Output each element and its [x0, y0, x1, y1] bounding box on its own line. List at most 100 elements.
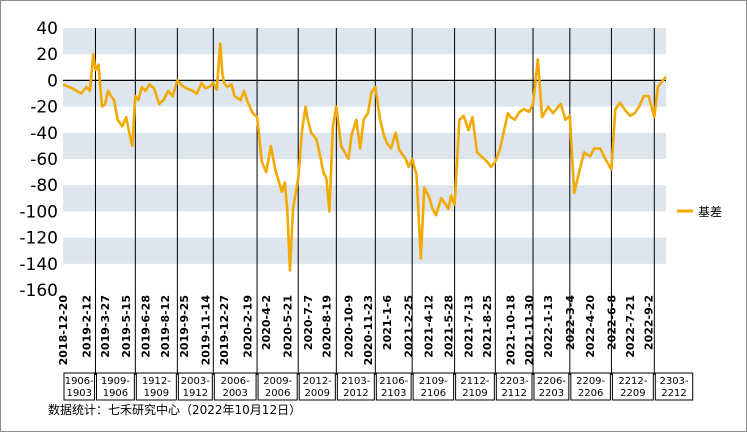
source-note: 数据统计：七禾研究中心（2022年10月12日） [48, 402, 301, 417]
x-tick-label: 2021-7-13 [462, 295, 475, 358]
contract-box [177, 372, 213, 401]
contract-label: 2012- [303, 376, 332, 387]
contract-label: 2212- [618, 376, 647, 387]
contract-label: 2109- [419, 376, 448, 387]
contract-label: 2009 [305, 388, 330, 399]
grid-bands [63, 28, 666, 264]
contract-label: 2006 [265, 388, 290, 399]
grid-band [63, 80, 666, 107]
y-tick-label: -20 [30, 98, 58, 118]
contract-box [533, 372, 570, 401]
contract-box [412, 372, 455, 401]
contract-label: 2212 [661, 388, 686, 399]
contract-label: 1909 [144, 388, 169, 399]
grid-band [63, 28, 666, 55]
contract-label: 1909- [101, 376, 130, 387]
contract-label: 2003 [222, 388, 247, 399]
contract-box [455, 372, 495, 401]
contract-box [135, 372, 177, 401]
x-tick-label: 2019-5-15 [120, 295, 133, 358]
x-tick-label: 2022-4-20 [584, 295, 597, 358]
contract-box [95, 372, 135, 401]
x-tick-label: 2021-2-25 [403, 295, 416, 358]
y-tick-label: 20 [36, 45, 58, 65]
x-tick-label: 2020-2-19 [242, 295, 255, 358]
x-tick-label: 2019-12-27 [218, 295, 231, 365]
contract-box [611, 372, 654, 401]
x-tick-label: 2021-5-28 [443, 295, 456, 358]
y-tick-label: -100 [19, 202, 58, 222]
x-tick-label: 2020-11-23 [362, 295, 375, 365]
contract-boxes: 1906-1903 1909-1906 1912-1909 2003-1912 2006… [63, 372, 694, 401]
contract-box [654, 372, 694, 401]
x-axis-ticks: 2018-12-20 2019-2-12 2019-3-27 2019-5-15 201… [57, 295, 656, 366]
x-tick-label: 2019-2-12 [80, 295, 93, 358]
x-tick-label: 2020-8-19 [320, 295, 333, 358]
x-tick-label: 2022-1-13 [542, 295, 555, 358]
contract-label: 2103- [341, 376, 370, 387]
x-tick-label: 2020-5-21 [281, 295, 294, 358]
contract-label: 2106- [379, 376, 408, 387]
x-tick-label: 2021-10-18 [504, 295, 517, 365]
x-tick-label: 2019-9-25 [178, 295, 191, 358]
grid-band [63, 185, 666, 212]
x-tick-label: 2019-6-28 [139, 295, 152, 358]
x-tick-label: 2020-4-2 [260, 295, 273, 350]
x-tick-label: 2020-7-7 [302, 295, 315, 350]
y-tick-label: -80 [30, 176, 58, 196]
x-tick-label: 2020-10-9 [342, 295, 355, 358]
contract-label: 2203 [539, 388, 564, 399]
contract-label: 1906 [103, 388, 128, 399]
contract-box [570, 372, 611, 401]
x-tick-label: 2022-3-4 [564, 295, 577, 350]
x-tick-label: 2021-11-30 [523, 295, 536, 366]
x-tick-label: 2022-7-21 [624, 295, 637, 358]
contract-label: 2103 [381, 388, 406, 399]
y-tick-label: 40 [36, 19, 58, 39]
contract-label: 2003- [181, 376, 210, 387]
legend: 基差 [677, 205, 722, 219]
contract-label: 2209 [620, 388, 645, 399]
x-tick-label: 2021-1-6 [381, 295, 394, 350]
contract-label: 2206- [537, 376, 566, 387]
contract-box [257, 372, 298, 401]
contract-label: 2303- [659, 376, 688, 387]
y-tick-label: -160 [19, 281, 58, 301]
contract-separators [94, 28, 655, 375]
contract-label: 2112- [460, 376, 489, 387]
contract-label: 2209- [576, 376, 605, 387]
contract-label: 2009- [263, 376, 292, 387]
legend-label: 基差 [698, 205, 722, 219]
y-tick-label: -40 [30, 124, 58, 144]
contract-box [298, 372, 336, 401]
contract-label: 2006- [221, 376, 250, 387]
y-tick-label: 0 [47, 71, 58, 91]
contract-label: 1903 [67, 388, 92, 399]
contract-label: 1906- [65, 376, 94, 387]
x-tick-label: 2018-12-20 [57, 295, 70, 366]
y-axis-ticks: 40 20 0 -20 -40 -60 -80 -100 -120 -140 -160 [19, 19, 58, 301]
y-tick-label: -60 [30, 150, 58, 170]
x-tick-label: 2021-4-12 [423, 295, 436, 358]
grid-band [63, 132, 666, 159]
x-tick-label: 2019-11-14 [200, 295, 213, 366]
contract-label: 2203- [500, 376, 529, 387]
y-tick-label: -140 [19, 255, 58, 275]
x-tick-label: 2022-6-8 [605, 295, 618, 350]
contract-label: 2106 [421, 388, 446, 399]
contract-label: 2112 [501, 388, 526, 399]
contract-label: 2206 [578, 388, 603, 399]
x-tick-label: 2022-9-2 [643, 295, 656, 350]
contract-label: 1912 [183, 388, 208, 399]
x-tick-label: 2019-8-12 [159, 295, 172, 358]
basis-series-line [62, 42, 668, 272]
contract-label: 2012 [343, 388, 368, 399]
contract-box [336, 372, 375, 401]
y-tick-label: -120 [19, 229, 58, 249]
contract-box [375, 372, 412, 401]
contract-label: 1912- [142, 376, 171, 387]
contract-label: 2109 [462, 388, 487, 399]
x-tick-label: 2019-3-27 [99, 295, 112, 358]
